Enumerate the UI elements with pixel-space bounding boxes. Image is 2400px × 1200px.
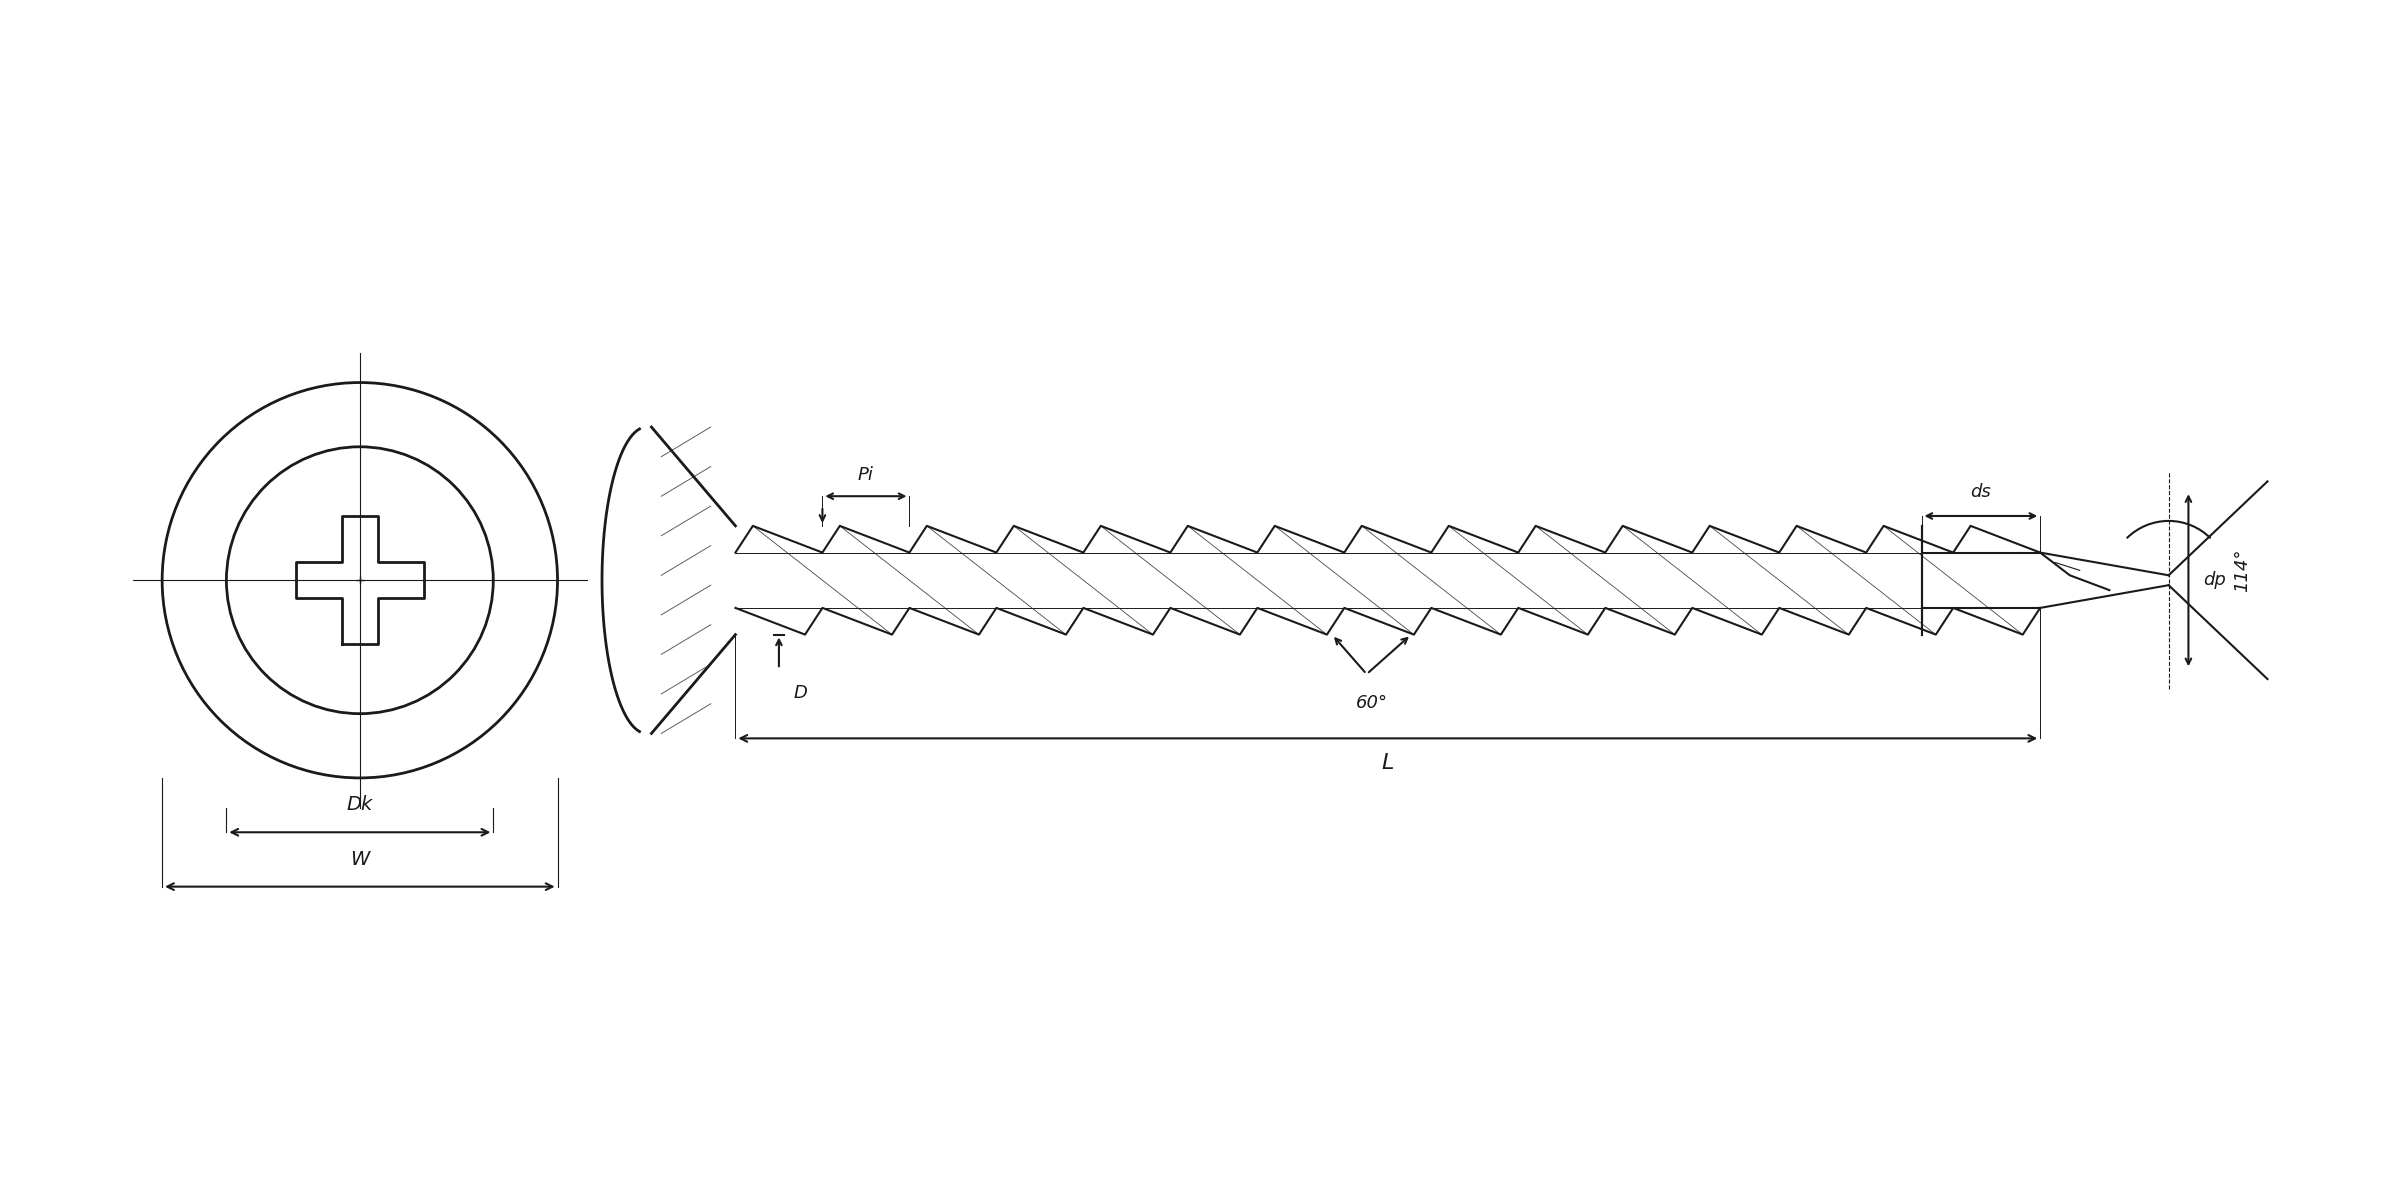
Text: ds: ds <box>1970 484 1992 502</box>
Text: dp: dp <box>2203 571 2227 589</box>
Text: Pi: Pi <box>857 467 874 485</box>
Text: Dk: Dk <box>346 796 372 815</box>
Text: L: L <box>1382 754 1394 773</box>
Text: W: W <box>350 850 370 869</box>
Text: D: D <box>794 684 809 702</box>
Text: 114°: 114° <box>2232 548 2251 592</box>
Text: 60°: 60° <box>1356 694 1387 712</box>
